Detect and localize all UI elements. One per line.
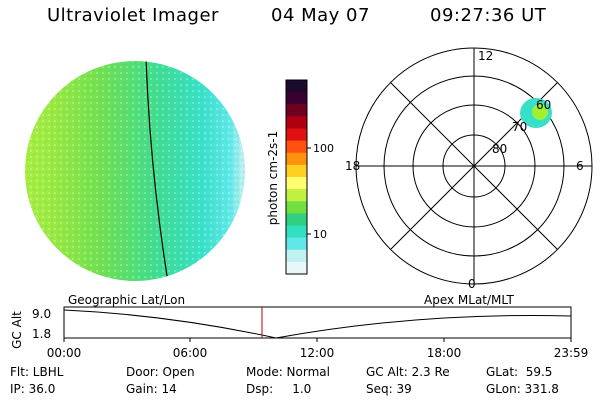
altitude-curve [63, 309, 572, 339]
info-block: Flt: LBHL IP: 36.0 Door: Open Gain: 14 M… [10, 365, 559, 396]
colorbar-axis-label: photon cm-2s-1 [266, 131, 280, 226]
info-ip: IP: 36.0 [10, 382, 55, 396]
timeline-left-label: Geographic Lat/Lon [68, 293, 185, 307]
timeline-y-tick: 1.8 [32, 327, 51, 341]
mlt-label-0: 0 [468, 277, 476, 291]
mlt-label-12: 12 [478, 49, 493, 63]
info-gain: Gain: 14 [126, 382, 177, 396]
colorbar-cell [286, 261, 307, 275]
colorbar-cell [286, 225, 307, 239]
colorbar-cell [286, 189, 307, 202]
instrument-title: Ultraviolet Imager [47, 5, 219, 26]
polar-plot: 12 18 6 0 60 70 80 [345, 47, 593, 291]
terminator-line [145, 61, 169, 281]
colorbar-frame [285, 79, 308, 275]
info-seq: Seq: 39 [366, 382, 412, 396]
auroral-spot-core [532, 104, 548, 120]
colorbar-cell [286, 92, 307, 105]
info-door: Door: Open [126, 365, 195, 379]
colorbar-cell [286, 80, 307, 93]
info-gc-alt: GC Alt: 2.3 Re [366, 365, 450, 379]
colorbar-tick-label: 100 [313, 142, 334, 155]
timeline-x-tick: 12:00 [300, 346, 335, 360]
colorbar-cell [286, 237, 307, 251]
info-flt: Flt: LBHL [10, 365, 64, 379]
info-mode: Mode: Normal [246, 365, 330, 379]
timeline-x-tick: 18:00 [427, 346, 462, 360]
colorbar-cell [286, 249, 307, 263]
colorbar-cell [286, 177, 307, 190]
timeline-right-label: Apex MLat/MLT [424, 293, 514, 307]
timeline-y-axis-label: GC Alt [10, 311, 24, 349]
colorbar-cell [286, 140, 307, 154]
colorbar: 100 10 photon cm-2s-1 [266, 79, 334, 275]
colorbar-cell [286, 116, 307, 130]
colorbar-cell [286, 128, 307, 142]
observation-date: 04 May 07 [271, 5, 370, 26]
colorbar-cell [286, 213, 307, 227]
lat-label-80: 80 [492, 142, 507, 156]
timeline-x-tick: 06:00 [173, 346, 208, 360]
info-glat: GLat: 59.5 [486, 365, 552, 379]
colorbar-cell [286, 104, 307, 117]
timeline-y-tick: 9.0 [32, 307, 51, 321]
info-dsp: Dsp: 1.0 [246, 382, 311, 396]
timeline-frame [63, 306, 572, 339]
colorbar-cell [286, 201, 307, 214]
info-glon: GLon: 331.8 [486, 382, 559, 396]
earth-image [25, 61, 245, 281]
earth-speckle [25, 61, 245, 281]
colorbar-cell [286, 152, 307, 166]
timeline-plot: Geographic Lat/Lon Apex MLat/MLT GC Alt … [10, 293, 588, 360]
observation-time: 09:27:36 UT [430, 5, 547, 26]
colorbar-tick-label: 10 [313, 228, 327, 241]
lat-label-70: 70 [512, 120, 527, 134]
lat-label-60: 60 [536, 98, 551, 112]
colorbar-cell [286, 164, 307, 178]
mlt-label-18: 18 [345, 159, 360, 173]
timeline-x-tick: 23:59 [554, 346, 589, 360]
mlt-label-6: 6 [576, 159, 584, 173]
timeline-x-tick: 00:00 [47, 346, 82, 360]
